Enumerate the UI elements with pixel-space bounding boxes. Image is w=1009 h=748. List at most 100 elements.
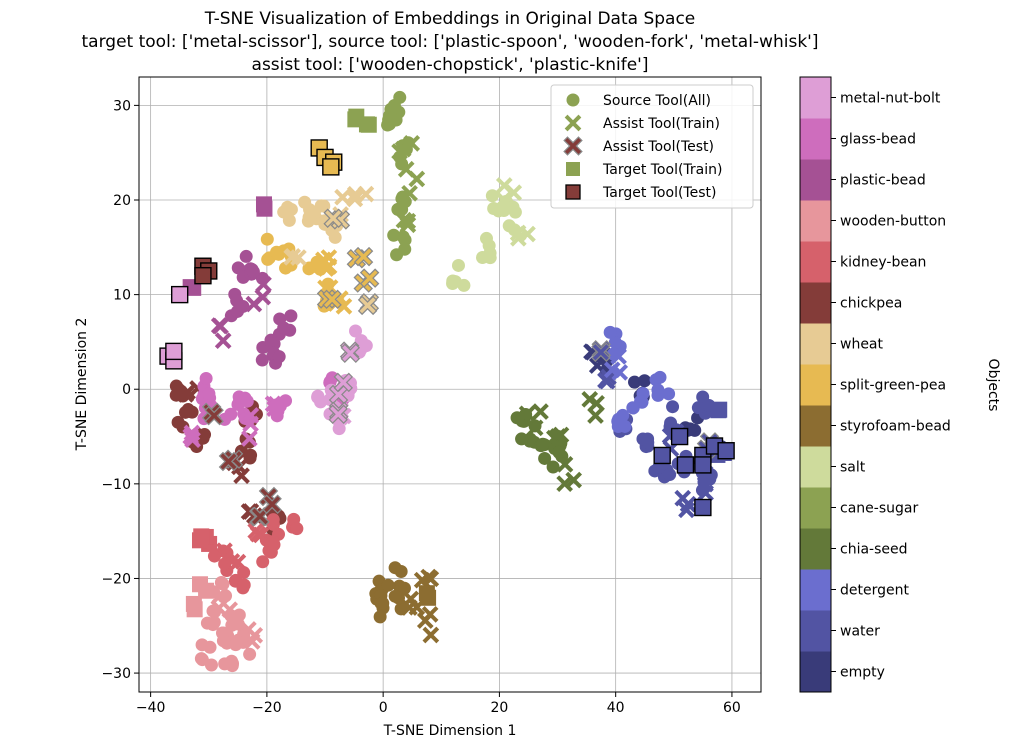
assist-train-point [505,184,523,202]
source-point [277,321,291,335]
y-axis-label: T-SNE Dimension 2 [74,318,90,452]
source-point [552,445,566,459]
source-point [261,252,275,266]
assist-train-point [391,143,408,160]
legend-label-target-test: Target Tool(Test) [602,185,716,201]
y-tick-label: −10 [101,477,131,493]
legend-box [550,84,754,209]
target-test-point [194,266,212,285]
source-point [608,335,622,349]
source-point [381,578,395,592]
target-train-point [418,585,435,602]
assist-train-point [211,587,229,604]
assist-train-point [214,332,232,350]
axis-ticks: −40 −20 0 20 40 60 −30 −20 −10 0 10 20 30 [101,98,740,716]
legend-label-target-train: Target Tool(Train) [602,162,722,178]
source-point [664,416,678,430]
assist-test-point [359,268,380,288]
colorbar-segment-metal-nut-bolt [800,77,831,119]
source-point [332,422,346,436]
source-point [482,239,496,253]
legend-marker-assist-train [564,114,582,132]
assist-train-point [334,188,351,206]
assist-train-point [611,364,629,381]
source-point [653,370,667,384]
source-point [691,401,705,415]
source-point [457,278,471,292]
y-tick-label: −20 [101,571,131,587]
assist-train-point [223,553,241,570]
assist-test-point [328,384,349,405]
source-point [237,566,251,580]
source-point [397,581,411,595]
source-point [385,112,399,126]
plot-frame [138,76,762,693]
source-point [666,400,680,414]
colorbar-label-metal-nut-bolt: metal-nut-bolt [840,91,941,107]
source-point [224,407,238,421]
colorbar: empty water detergent chia-seed cane-sugar sa… [799,76,951,693]
target-test-point [694,456,712,474]
source-point [216,626,230,640]
colorbar-segment-styrofoam-bead [800,405,831,447]
assist-train-point [401,184,418,202]
x-axis-label: T-SNE Dimension 1 [383,723,517,739]
assist-train-point [408,170,426,188]
source-point [314,199,328,213]
source-point [485,189,499,203]
target-test-point [653,446,671,465]
y-tick-label: 20 [113,193,131,209]
source-point [216,577,230,591]
assist-test-point [353,246,374,267]
assist-train-point [179,383,196,401]
source-point [225,654,239,668]
target-test-point [170,285,189,304]
assist-train-point [357,185,375,203]
colorbar-segment-salt [800,446,831,488]
legend-label-assist-test: Assist Tool(Test) [603,139,714,155]
target-train-point [186,601,203,618]
assist-train-point [422,626,440,644]
assist-train-point [420,568,438,586]
target-train-point [710,402,727,419]
colorbar-label-water: water [840,624,880,640]
target-test-point [717,442,735,460]
target-train-point [255,196,272,213]
target-train-point [191,532,208,549]
assist-train-point [597,372,614,389]
assist-test-point [591,342,611,362]
y-tick-label: 0 [122,382,131,398]
colorbar-segment-wheat [800,323,831,365]
colorbar-segment-water [800,610,831,652]
assist-test-point [328,404,348,425]
colorbar-segment-kidney-bean [800,241,831,283]
source-point [638,374,652,388]
colorbar-label-split-green-pea: split-green-pea [840,378,946,394]
assist-train-point [518,405,536,423]
assist-train-point [588,357,606,374]
source-point [266,535,280,549]
x-tick-label: 60 [723,700,741,716]
colorbar-label-plastic-bead: plastic-bead [840,173,926,189]
assist-train-point [210,599,228,617]
assist-test-point [322,289,342,310]
x-tick-label: −20 [252,700,282,716]
target-test-point [670,427,689,446]
source-point [618,419,632,433]
source-point [203,640,217,654]
assist-train-point [242,415,259,433]
source-point [225,618,239,632]
assist-train-point [587,407,604,424]
y-tick-label: 10 [113,288,131,304]
source-point [260,232,274,246]
assist-test-point [323,208,343,229]
colorbar-label-empty: empty [840,665,885,681]
assist-train-point [290,249,307,266]
title-line-1: T-SNE Visualization of Embeddings in Ori… [204,9,696,29]
source-point [515,432,529,446]
legend-marker-assist-test [563,136,583,156]
source-point [497,203,511,217]
legend: Source Tool(All) Assist Tool(Train) Assi… [550,84,754,209]
assist-train-point [588,394,605,412]
